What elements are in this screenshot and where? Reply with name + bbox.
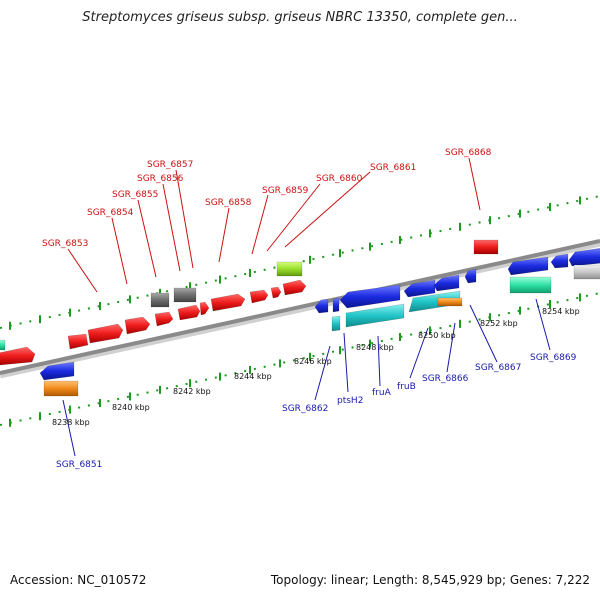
gene-arrow-green <box>0 339 6 351</box>
gene-arrow-blue <box>550 253 569 269</box>
gene-label-sgr-6869: SGR_6869 <box>530 353 577 363</box>
gene-arrow-red <box>249 289 269 304</box>
tick-label: 8244 kbp <box>234 372 272 381</box>
tick-label: 8246 kbp <box>294 357 332 366</box>
bottom-gene-labels[interactable]: SGR_6851 SGR_6862 ptsH2 fruA fruB SGR_68… <box>56 353 577 470</box>
gene-arrow-cyan <box>331 315 341 332</box>
gene-arrow-blue <box>464 268 477 284</box>
gene-label-sgr-6857: SGR_6857 <box>147 160 193 170</box>
gene-block-gray <box>150 292 170 308</box>
gene-arrow-cyan <box>345 303 405 328</box>
gene-label-sgr-6862: SGR_6862 <box>282 404 328 414</box>
leader-lines-bottom <box>62 298 551 457</box>
gene-arrow-red <box>154 311 174 327</box>
tick-label: 8250 kbp <box>418 331 456 340</box>
gene-block-orange <box>43 380 79 397</box>
gene-label-sgr-6851: SGR_6851 <box>56 460 102 470</box>
gene-block-lime <box>276 261 303 277</box>
gene-label-sgr-6853: SGR_6853 <box>42 239 88 249</box>
gene-arrow-red <box>124 316 151 335</box>
gene-block-red <box>473 239 499 255</box>
gene-block-gray <box>173 287 197 303</box>
gene-arrow-blue <box>403 279 436 298</box>
gene-block-orange <box>437 297 463 307</box>
gene-label-sgr-6866: SGR_6866 <box>422 374 469 384</box>
gene-block-silver <box>573 264 600 280</box>
top-gene-labels[interactable]: SGR_6853 SGR_6854 SGR_6855 SGR_6856 SGR_… <box>42 148 492 249</box>
gene-label-sgr-6860: SGR_6860 <box>316 174 363 184</box>
gene-arrow-red <box>0 346 36 366</box>
gene-arrow-blue <box>332 297 340 313</box>
gene-label-sgr-6861: SGR_6861 <box>370 163 416 173</box>
gene-label-sgr-6867: SGR_6867 <box>475 363 521 373</box>
gene-arrow-blue <box>568 248 600 267</box>
top-strand-genes[interactable] <box>0 239 499 366</box>
tick-label: 8242 kbp <box>173 387 211 396</box>
gene-label-sgr-6868: SGR_6868 <box>445 148 492 158</box>
tick-label: 8254 kbp <box>542 307 580 316</box>
gene-label-sgr-6858: SGR_6858 <box>205 198 252 208</box>
gene-label-ptsh2: ptsH2 <box>337 396 363 406</box>
gene-label-sgr-6854: SGR_6854 <box>87 208 134 218</box>
gene-arrow-blue <box>39 361 75 381</box>
scale-labels: 8238 kbp 8240 kbp 8242 kbp 8244 kbp 8246… <box>52 307 580 427</box>
gene-arrow-red <box>87 323 124 344</box>
gene-label-frua: fruA <box>372 388 392 398</box>
gene-arrow-blue <box>433 274 460 292</box>
gene-label-frub: fruB <box>397 382 416 392</box>
map-title: Streptomyces griseus subsp. griseus NBRC… <box>82 10 518 25</box>
backbone <box>0 239 600 375</box>
gene-arrow-red <box>177 304 201 321</box>
gene-label-sgr-6855: SGR_6855 <box>112 190 158 200</box>
gene-arrow-red <box>210 293 246 312</box>
gene-arrow-blue <box>339 284 401 309</box>
gene-arrow-red <box>282 279 307 296</box>
top-track <box>0 195 600 329</box>
leader-lines <box>67 157 481 293</box>
accession-text: Accession: NC_010572 <box>10 573 147 587</box>
gene-arrow-red <box>67 333 89 350</box>
tick-label: 8248 kbp <box>356 343 394 352</box>
bottom-strand-genes[interactable] <box>0 248 600 397</box>
tick-label: 8238 kbp <box>52 418 90 427</box>
bottom-track <box>0 292 600 426</box>
gene-block-green <box>509 276 552 294</box>
tick-label: 8240 kbp <box>112 403 150 412</box>
gene-arrow-red <box>270 286 282 299</box>
genome-stats-text: Topology: linear; Length: 8,545,929 bp; … <box>270 573 590 587</box>
gene-arrow-red <box>199 301 210 316</box>
gene-label-sgr-6859: SGR_6859 <box>262 186 309 196</box>
gene-arrow-blue <box>314 298 329 314</box>
tick-label: 8252 kbp <box>480 319 518 328</box>
gene-label-sgr-6856: SGR_6856 <box>137 174 184 184</box>
gene-arrow-blue <box>507 256 549 276</box>
